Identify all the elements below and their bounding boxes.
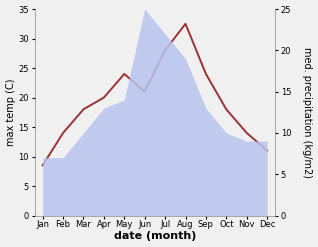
- Y-axis label: max temp (C): max temp (C): [5, 79, 16, 146]
- Y-axis label: med. precipitation (kg/m2): med. precipitation (kg/m2): [302, 47, 313, 178]
- X-axis label: date (month): date (month): [114, 231, 196, 242]
